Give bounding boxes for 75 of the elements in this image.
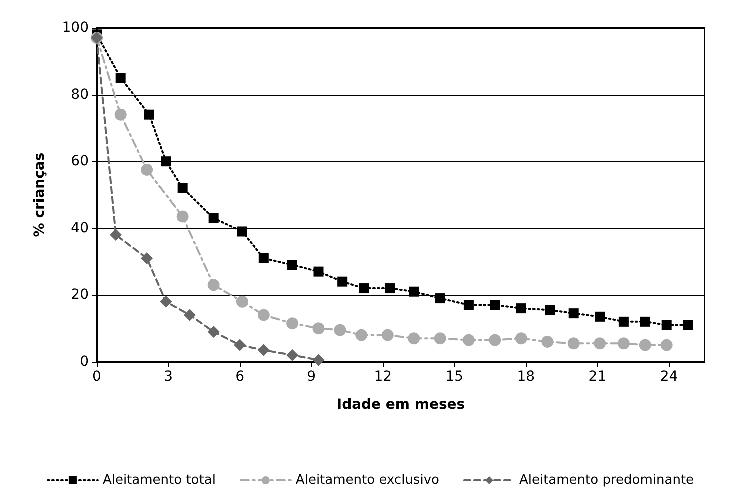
point — [208, 326, 220, 338]
x-axis-title: Idade em meses — [336, 397, 466, 413]
point — [110, 229, 122, 242]
x-tick-label: 6 — [236, 369, 245, 385]
point — [409, 286, 420, 297]
point — [490, 300, 500, 310]
point — [178, 183, 188, 194]
point — [382, 329, 394, 342]
point — [141, 164, 154, 176]
point — [516, 304, 526, 314]
point — [515, 332, 528, 345]
point — [144, 110, 154, 120]
point — [312, 354, 325, 366]
point — [683, 320, 694, 330]
point — [435, 294, 446, 304]
point — [312, 322, 325, 335]
point — [542, 336, 554, 348]
point — [385, 284, 396, 294]
point — [258, 253, 269, 264]
point — [286, 349, 299, 362]
point — [662, 320, 672, 330]
point — [114, 108, 127, 121]
point — [568, 338, 580, 350]
legend-label: Aleitamento exclusivo — [296, 473, 440, 488]
point — [660, 339, 673, 352]
point — [314, 266, 324, 277]
y-tick-label: 100 — [62, 20, 89, 36]
x-tick-label: 12 — [374, 369, 392, 385]
point — [141, 252, 154, 264]
x-tick-label: 9 — [307, 369, 316, 385]
point — [176, 210, 189, 223]
legend-label: Aleitamento total — [102, 473, 216, 488]
point — [116, 73, 126, 84]
y-tick-label: 60 — [71, 154, 89, 170]
point — [208, 279, 220, 292]
point — [338, 276, 348, 287]
point — [208, 213, 219, 224]
point — [568, 308, 579, 319]
point — [160, 296, 172, 308]
point — [161, 156, 172, 167]
x-tick-label: 15 — [446, 369, 464, 385]
point — [258, 309, 270, 322]
point — [489, 334, 502, 346]
point — [434, 332, 446, 345]
point — [359, 284, 370, 294]
point — [640, 316, 650, 327]
point — [545, 305, 556, 316]
y-tick-label: 40 — [71, 220, 89, 236]
x-tick-label: 3 — [164, 369, 173, 385]
point — [639, 339, 652, 352]
y-tick-label: 80 — [71, 86, 89, 103]
point — [236, 296, 248, 308]
point — [595, 312, 606, 322]
point — [234, 339, 246, 352]
point — [237, 226, 248, 237]
point — [464, 300, 474, 310]
x-tick-label: 0 — [92, 369, 102, 385]
point — [288, 260, 298, 270]
point — [462, 334, 475, 346]
point — [408, 332, 420, 345]
point — [594, 338, 606, 350]
point — [618, 316, 629, 327]
legend-label: Aleitamento predominante — [519, 473, 694, 488]
y-tick-label: 0 — [80, 354, 89, 370]
y-axis-title: % crianças — [32, 152, 48, 238]
x-tick-label: 21 — [588, 369, 607, 385]
y-tick-label: 20 — [71, 287, 89, 304]
point — [334, 324, 346, 336]
point — [258, 344, 270, 356]
x-tick-label: 18 — [517, 369, 536, 385]
point — [286, 318, 299, 330]
point — [356, 329, 368, 342]
x-tick-label: 24 — [660, 369, 678, 385]
point — [184, 309, 196, 322]
point — [618, 338, 630, 350]
